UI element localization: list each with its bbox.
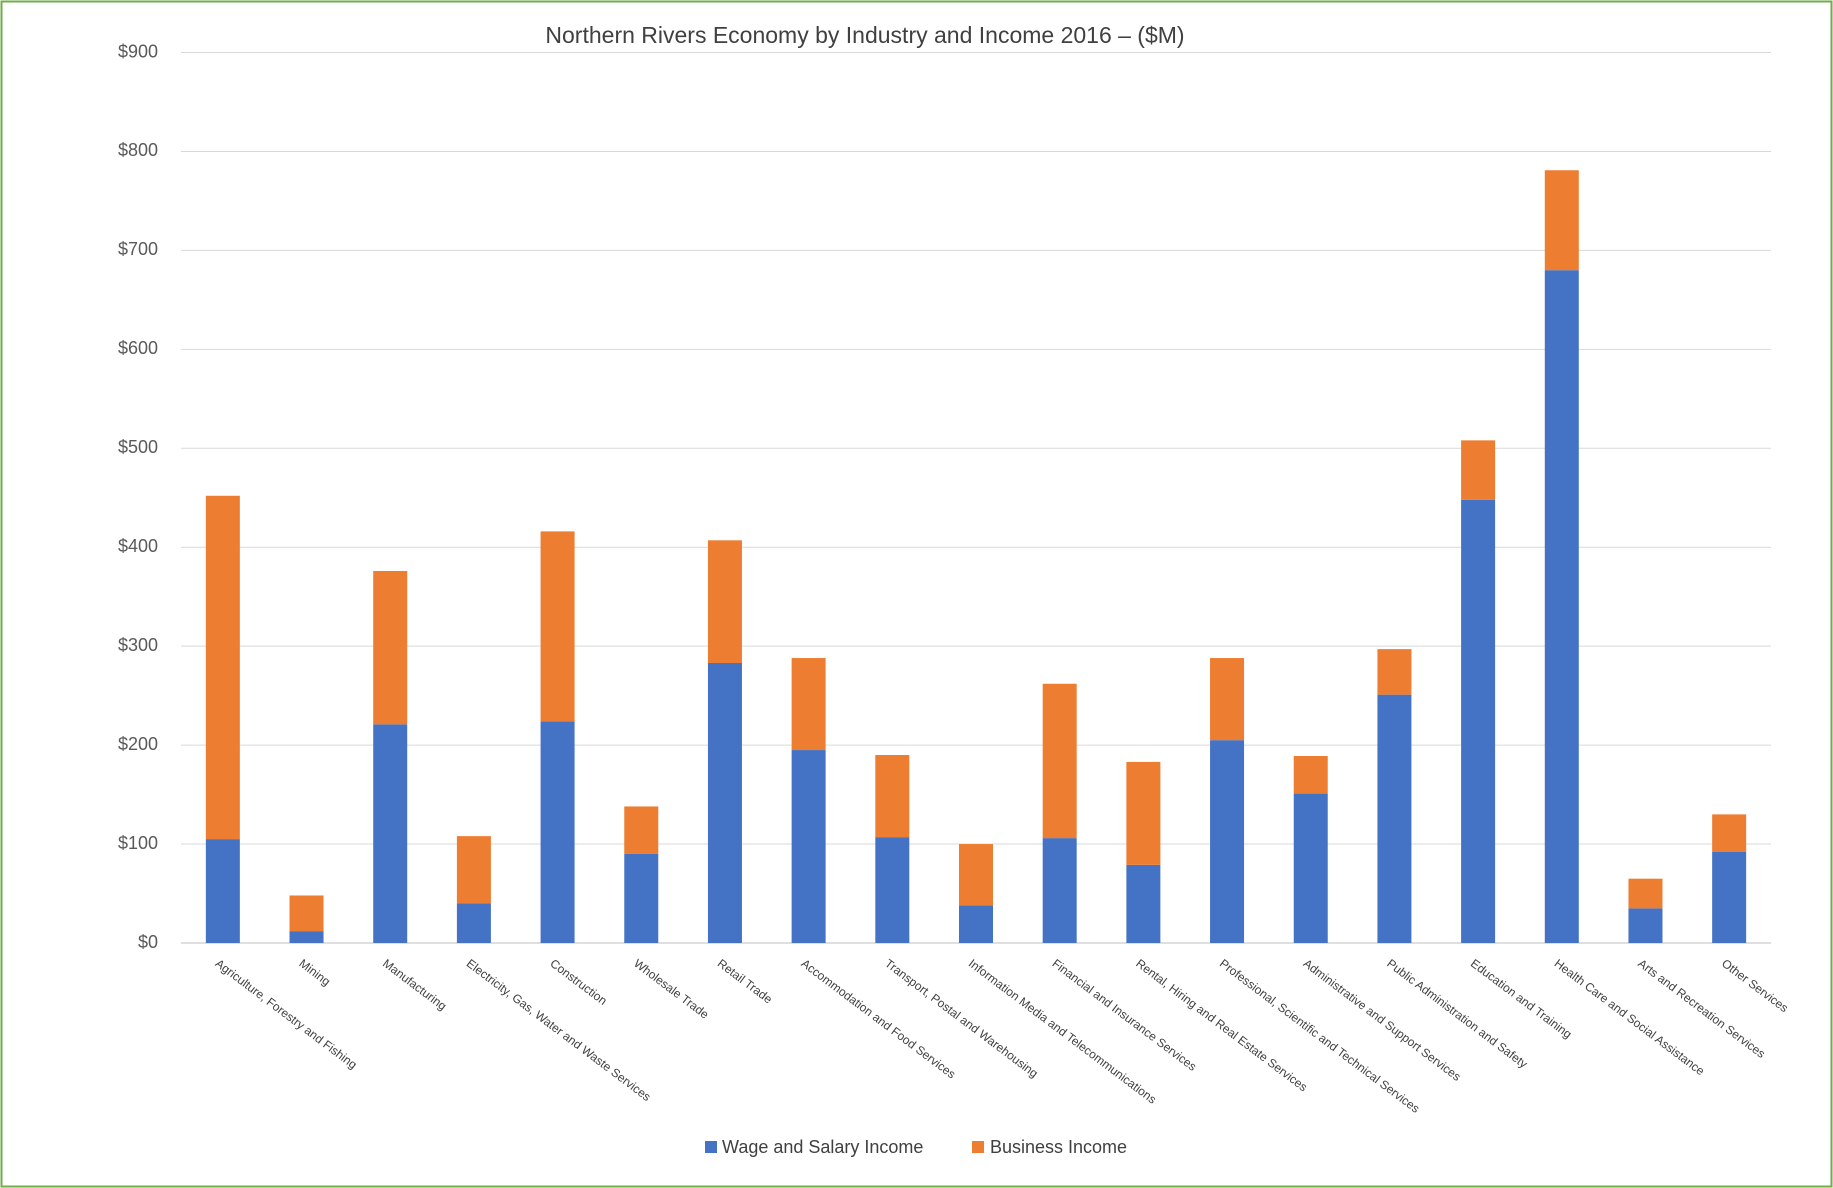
bar-segment [1712,851,1747,943]
y-tick-label: $100 [118,833,158,853]
bar-segment [205,839,240,943]
y-tick-label: $300 [118,635,158,655]
bar-segment [1461,499,1496,943]
bar-segment [373,724,408,943]
bar-segment [875,755,910,838]
bar-segment [959,905,993,943]
y-axis-tick-labels: $0 $100 $200 $300 $400 $500 $600 $700 $800 $900 [118,41,158,952]
bar-segment [1628,908,1663,943]
legend-label-business: Business Income [990,1137,1127,1157]
y-tick-label: $400 [118,536,158,556]
bar-segment [540,531,575,722]
legend-item-business: Business Income [972,1137,1127,1157]
bar-segment [707,662,742,943]
bar-segment [791,658,826,751]
bar-segment [1126,761,1161,865]
bar-segment [1544,170,1579,271]
bar-segment [1126,864,1161,943]
bar-segment [1293,755,1328,794]
bar-segment [1210,740,1245,943]
bar-segment [1628,878,1663,909]
bar-segment [875,837,910,943]
y-tick-label: $700 [118,239,158,259]
bar-segment [1042,838,1077,943]
bar-segment [456,903,491,943]
bar-segment [1377,649,1412,695]
chart-title: Northern Rivers Economy by Industry and … [545,22,1184,48]
bar-segment [1712,814,1747,852]
bar-segment [205,495,240,840]
bar-segment [1042,683,1077,839]
bar-segment [1377,694,1412,943]
bar-segment [624,806,659,854]
y-tick-label: $600 [118,338,158,358]
legend-swatch-wage [705,1141,717,1153]
y-tick-label: $0 [138,932,158,952]
bar-segment [1210,658,1245,741]
bar-segment [959,844,993,906]
bars [205,170,1747,944]
y-tick-label: $800 [118,140,158,160]
bar-segment [289,931,324,943]
bar-segment [456,836,491,904]
y-tick-label: $200 [118,734,158,754]
bar-segment [1461,440,1496,500]
y-tick-label: $900 [118,41,158,61]
bar-segment [1293,793,1328,943]
bar-segment [624,853,659,943]
y-tick-label: $500 [118,437,158,457]
gridlines [181,52,1771,944]
bar-segment [289,895,324,932]
legend-item-wage: Wage and Salary Income [705,1137,923,1157]
legend-swatch-business [972,1141,984,1153]
bar-segment [373,570,408,725]
legend-label-wage: Wage and Salary Income [722,1137,923,1157]
bar-segment [540,721,575,943]
legend: Wage and Salary Income Business Income [705,1137,1127,1157]
bar-segment [791,750,826,943]
bar-segment [707,540,742,663]
bar-segment [1544,270,1579,944]
